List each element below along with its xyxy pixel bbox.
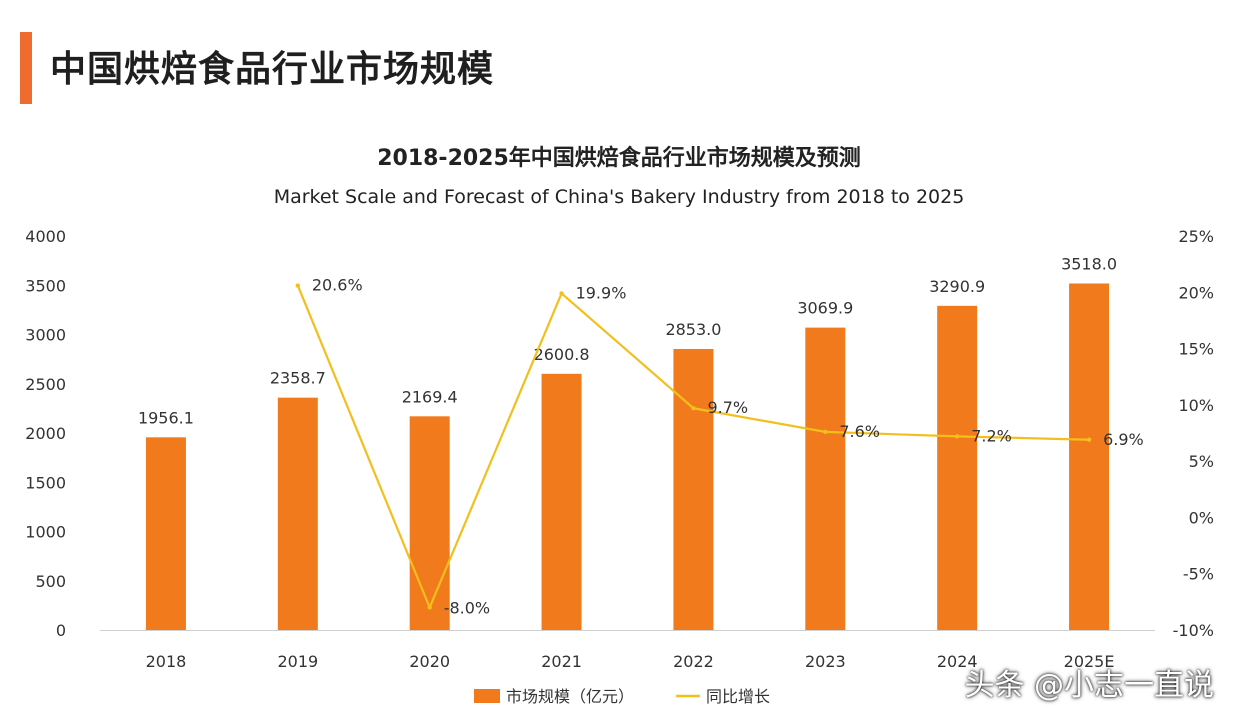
growth-point [559, 291, 564, 296]
growth-point [954, 434, 960, 439]
y-left-tick-label: 1000 [25, 523, 66, 542]
y-right-tick-label: 20% [1178, 283, 1214, 302]
bar-value-label: 2600.8 [534, 345, 590, 364]
x-tick-label: 2023 [805, 652, 846, 671]
page-heading: 中国烘焙食品行业市场规模 [50, 49, 495, 90]
bar-value-label: 2358.7 [270, 369, 326, 388]
y-right-tick-label: 15% [1178, 340, 1214, 359]
watermark: 头条 @小志一直说 [964, 668, 1214, 703]
y-left-tick-label: 3000 [25, 326, 66, 345]
y-left-tick-label: 0 [56, 621, 66, 640]
bar-value-label: 1956.1 [138, 408, 194, 427]
y-right-tick-label: 10% [1178, 396, 1214, 415]
y-left-tick-label: 4000 [25, 227, 66, 246]
growth-value-label: 20.6% [312, 276, 363, 295]
title-accent-bar [20, 32, 32, 104]
x-tick-label: 2021 [541, 652, 582, 671]
growth-value-label: 7.6% [839, 422, 880, 441]
bar [541, 373, 582, 630]
growth-value-label: 19.9% [576, 283, 627, 302]
x-tick-label: 2025E [1064, 652, 1115, 671]
growth-value-label: 6.9% [1103, 430, 1144, 449]
y-right-tick-label: -10% [1173, 621, 1214, 640]
bar-value-label: 2169.4 [402, 387, 458, 406]
growth-point [295, 283, 301, 288]
y-right-tick-label: -5% [1183, 565, 1214, 584]
x-tick-label: 2024 [937, 652, 978, 671]
bar [409, 416, 450, 630]
y-left-tick-label: 500 [35, 572, 66, 591]
growth-point [691, 406, 696, 411]
legend-bar-label: 市场规模（亿元） [506, 687, 634, 706]
x-tick-label: 2022 [673, 652, 714, 671]
growth-point [823, 429, 828, 435]
y-left-tick-label: 3500 [25, 276, 66, 295]
bar [145, 437, 186, 630]
bar-value-label: 2853.0 [665, 320, 721, 339]
y-right-tick-label: 0% [1189, 508, 1214, 527]
x-tick-label: 2020 [409, 652, 450, 671]
y-left-tick-label: 2500 [25, 375, 66, 394]
chart-title: 2018-2025年中国烘焙食品行业市场规模及预测 [377, 146, 861, 171]
bar [673, 348, 714, 630]
bar-value-label: 3518.0 [1061, 254, 1117, 273]
legend-line-label: 同比增长 [706, 687, 770, 706]
growth-point [427, 605, 432, 610]
growth-value-label: 9.7% [707, 398, 748, 417]
growth-point [1086, 437, 1092, 442]
bar [805, 327, 846, 630]
growth-value-label: -8.0% [444, 598, 490, 617]
legend-bar-swatch [474, 689, 500, 703]
bar [1069, 283, 1110, 630]
x-tick-label: 2018 [146, 652, 187, 671]
y-right-tick-label: 5% [1189, 452, 1214, 471]
bar-value-label: 3069.9 [797, 299, 853, 318]
x-tick-label: 2019 [277, 652, 318, 671]
y-left-tick-label: 1500 [25, 473, 66, 492]
bar [937, 305, 978, 630]
y-right-tick-label: 25% [1178, 227, 1214, 246]
growth-value-label: 7.2% [971, 426, 1012, 445]
y-left-tick-label: 2000 [25, 424, 66, 443]
bar-value-label: 3290.9 [929, 277, 985, 296]
chart-subtitle: Market Scale and Forecast of China's Bak… [273, 186, 965, 208]
bar [277, 397, 318, 630]
